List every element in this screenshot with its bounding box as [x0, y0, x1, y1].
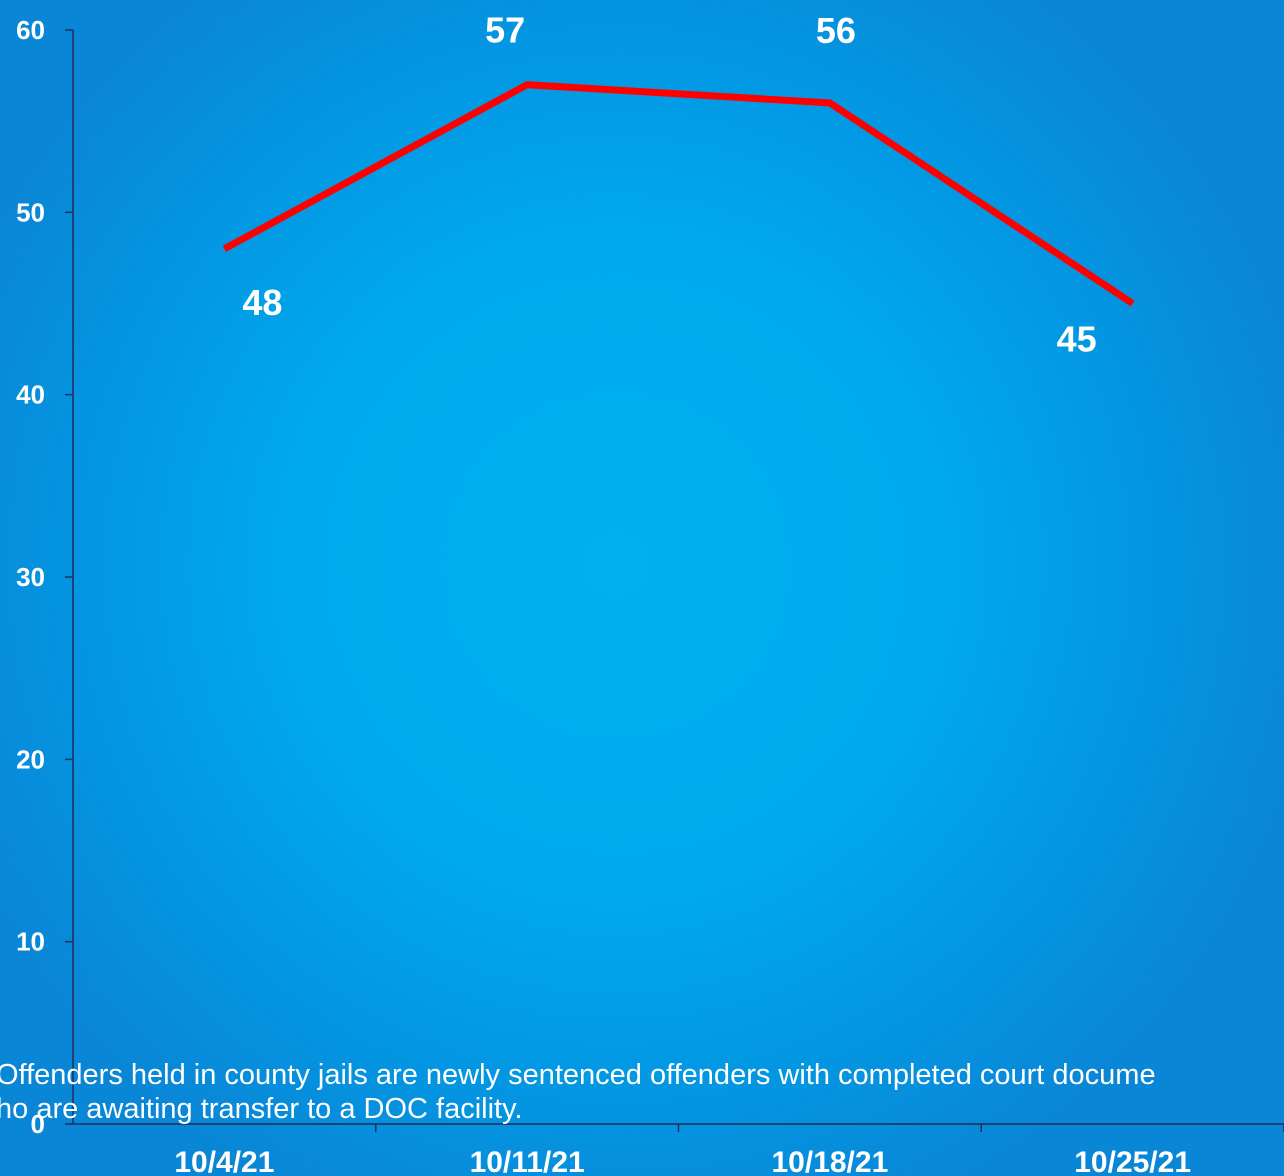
- data-label-1: 57: [485, 10, 525, 51]
- x-tick-label-1: 10/11/21: [470, 1146, 585, 1176]
- series-line-0: [222, 81, 1135, 307]
- data-label-2: 56: [816, 10, 856, 51]
- y-tick-label-20: 20: [16, 744, 45, 774]
- y-tick-label-30: 30: [16, 562, 45, 592]
- y-tick-label-60: 60: [16, 15, 45, 45]
- data-label-3: 45: [1057, 319, 1097, 360]
- x-tick-label-2: 10/18/21: [771, 1146, 888, 1176]
- x-tick-label-0: 10/4/21: [174, 1146, 274, 1176]
- y-tick-label-50: 50: [16, 197, 45, 227]
- y-tick-label-0: 0: [31, 1109, 45, 1139]
- y-tick-label-10: 10: [16, 927, 45, 957]
- data-label-0: 48: [242, 282, 282, 323]
- y-tick-label-40: 40: [16, 380, 45, 410]
- x-tick-label-3: 10/25/21: [1074, 1146, 1191, 1176]
